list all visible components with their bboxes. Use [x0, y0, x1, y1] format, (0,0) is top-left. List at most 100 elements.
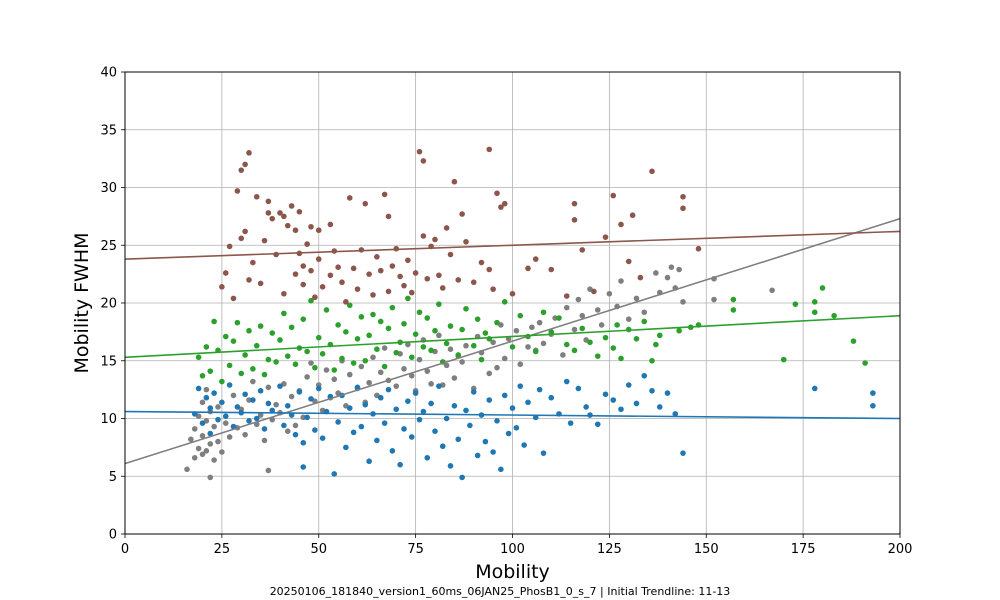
data-point — [532, 256, 539, 262]
data-point — [676, 327, 682, 334]
data-point — [405, 295, 411, 302]
data-point — [606, 290, 613, 297]
data-point — [408, 354, 415, 361]
y-tick-label: 35 — [100, 123, 117, 138]
data-point — [560, 352, 566, 358]
data-point — [672, 411, 679, 417]
data-point — [602, 391, 609, 398]
y-tick-label: 25 — [100, 239, 117, 254]
data-point — [811, 299, 818, 305]
data-point — [199, 433, 206, 439]
data-point — [323, 367, 330, 373]
trendline-0 — [125, 217, 900, 465]
data-point — [649, 168, 655, 175]
data-point — [513, 424, 520, 431]
data-point — [459, 359, 465, 365]
series-1 — [191, 372, 876, 481]
data-point — [571, 326, 578, 333]
data-point — [447, 251, 454, 258]
data-point — [668, 264, 675, 270]
data-point — [207, 430, 214, 437]
data-point — [587, 339, 593, 346]
data-point — [358, 423, 365, 430]
data-point — [350, 265, 357, 272]
data-point — [447, 346, 454, 353]
data-point — [498, 466, 504, 473]
data-point — [199, 451, 206, 458]
data-point — [211, 390, 217, 396]
data-point — [199, 399, 206, 406]
data-point — [532, 348, 539, 355]
data-point — [401, 426, 407, 432]
data-point — [870, 390, 876, 396]
y-tick-label: 10 — [100, 412, 117, 427]
data-point — [575, 296, 582, 303]
data-point — [397, 273, 403, 280]
data-point — [563, 304, 570, 311]
data-point — [354, 336, 361, 342]
data-point — [571, 347, 578, 354]
data-point — [424, 454, 431, 461]
data-point — [242, 228, 248, 235]
data-point — [494, 418, 500, 424]
data-point — [300, 464, 307, 470]
data-point — [583, 404, 589, 410]
data-point — [370, 292, 376, 298]
data-point — [637, 274, 644, 281]
data-point — [463, 407, 469, 414]
data-point — [188, 436, 194, 443]
series-3 — [219, 146, 702, 305]
data-point — [211, 457, 217, 463]
data-point — [633, 400, 640, 407]
data-point — [811, 309, 818, 316]
data-point — [412, 270, 419, 276]
data-point — [288, 324, 295, 331]
data-point — [478, 259, 485, 266]
data-point — [281, 290, 287, 297]
data-point — [261, 437, 268, 444]
data-point — [447, 323, 454, 329]
data-point — [831, 312, 837, 319]
data-point — [261, 426, 268, 432]
data-point — [304, 374, 310, 380]
data-point — [780, 356, 787, 363]
data-point — [281, 422, 287, 429]
data-point — [304, 348, 310, 355]
data-point — [292, 227, 299, 234]
data-point — [625, 258, 632, 265]
data-point — [253, 342, 260, 349]
data-point — [246, 327, 252, 334]
data-point — [257, 387, 264, 394]
data-point — [664, 274, 671, 281]
data-point — [451, 178, 458, 185]
data-point — [656, 404, 663, 410]
data-point — [362, 200, 369, 207]
data-point — [579, 247, 586, 253]
data-point — [331, 471, 338, 477]
data-point — [284, 222, 291, 229]
data-point — [618, 355, 624, 362]
data-point — [594, 353, 601, 359]
data-point — [199, 420, 206, 426]
data-point — [401, 320, 407, 327]
data-point — [614, 322, 620, 328]
data-point — [381, 363, 388, 370]
data-point — [312, 294, 318, 301]
data-point — [525, 344, 531, 350]
data-point — [335, 322, 341, 328]
data-point — [284, 402, 291, 409]
data-point — [358, 363, 365, 370]
data-point — [432, 428, 438, 435]
data-point — [393, 349, 400, 356]
data-point — [571, 200, 578, 207]
data-point — [436, 332, 442, 339]
data-point — [191, 426, 198, 432]
data-point — [211, 423, 217, 430]
data-point — [490, 339, 496, 346]
data-point — [195, 385, 202, 392]
data-point — [335, 264, 341, 270]
data-point — [428, 381, 434, 387]
data-point — [343, 444, 349, 451]
data-point — [374, 346, 380, 353]
data-point — [548, 394, 555, 401]
